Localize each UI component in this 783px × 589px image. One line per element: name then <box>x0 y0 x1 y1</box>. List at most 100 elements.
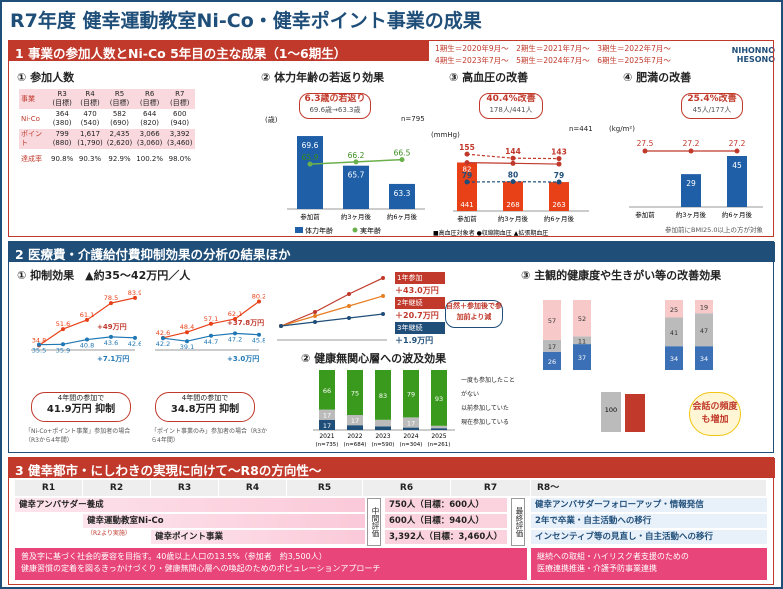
bar-label: 17 <box>351 417 359 425</box>
line-segment <box>348 277 384 295</box>
row-nico: 健幸運動教室Ni-Co <box>83 514 365 528</box>
risk-line: 継続への取組・ハイリスク者支援のための <box>537 552 689 561</box>
r8-ambassador: 健幸アンバサダーフォローアップ・情報発信 <box>531 498 767 512</box>
table-cell: 364 (380) <box>49 109 76 129</box>
table-cell: 582 (690) <box>104 109 135 129</box>
obesity-callout-text: 25.4%改善 <box>687 94 737 104</box>
category-label: 約3ヶ月後 <box>341 212 372 221</box>
legend-label: 体力年齢 <box>305 226 333 235</box>
periods: 1期生＝2020年9月～ 2期生＝2021年7月～ 3期生＝2022年7月～ 4… <box>435 43 671 67</box>
subjective-health-chart: 26 17 57 37 11 52 34 41 25 34 47 19 <box>543 300 713 370</box>
tag1: 1年参加 <box>395 272 445 284</box>
table-cell: 3,066 (3,060) <box>134 129 165 149</box>
bar-label: 268 <box>506 201 519 209</box>
line-segment <box>38 328 64 346</box>
legend-item: 現在参加している <box>461 419 509 426</box>
bar <box>695 300 713 314</box>
line-label: 80 <box>508 171 518 180</box>
legend-swatch <box>295 227 303 233</box>
table-cell: 100.2% <box>134 149 165 169</box>
year-r1: R1 <box>15 480 83 496</box>
category-label: 2022 <box>347 433 362 440</box>
bar <box>431 425 447 429</box>
bar-label: 66 <box>323 387 331 395</box>
bar-label: 93 <box>435 395 443 403</box>
bar <box>375 419 391 427</box>
sub-suppression: ① 抑制効果 ▲約35～42万円／人 <box>17 269 191 282</box>
bar <box>431 428 447 430</box>
legend-label: ■高血圧対象者 ●収縮期血圧 ▲拡張期血圧 <box>433 229 548 237</box>
bar <box>431 370 447 426</box>
line-segment <box>162 331 188 339</box>
line-label: 79 <box>554 171 564 180</box>
line-segment <box>210 332 236 337</box>
ripple-legend: 一度も参加したことがない 以前参加していた 現在参加している <box>461 374 517 430</box>
bar-label: 34 <box>700 355 708 363</box>
tag2: 2年継続 <box>395 297 445 309</box>
line-point <box>133 335 137 340</box>
line-segment <box>314 317 350 323</box>
ann-b2: +3.0万円 <box>227 355 260 363</box>
population-line: 普及字に基づく社会的要容を目指す。40歳以上人口の13.5%（参加者 約3,50… <box>21 552 327 561</box>
line-label: 35.9 <box>56 346 70 354</box>
value-points: 3,392人（目標：3,460人） <box>385 530 507 544</box>
year-r8: R8～ <box>531 480 767 496</box>
conversation-chart: 100 <box>601 392 645 432</box>
table-cell: 92.9% <box>104 149 135 169</box>
ann-b1: +37.8万円 <box>227 319 265 327</box>
bar <box>319 409 335 420</box>
row-points: 健幸ポイント事業 <box>151 530 365 544</box>
sub-hypertension: ③ 高血圧の改善 <box>449 71 529 84</box>
result1-value: 41.9万円 抑制 <box>46 404 116 415</box>
line-segment <box>314 293 350 313</box>
bar <box>375 370 391 420</box>
section-participation: 1 事業の参加人数とNi-Co 5年目の主な成果（1～6期生） 1期生＝2020… <box>8 40 774 237</box>
year-r7: R7 <box>451 480 531 496</box>
line-segment <box>186 323 212 333</box>
bar <box>503 181 523 211</box>
bar <box>543 351 561 370</box>
line-segment <box>62 338 88 345</box>
table-cell: R7 (目標) <box>164 89 195 109</box>
bar-label: 82 <box>463 165 472 173</box>
category-label: 2021 <box>319 433 334 440</box>
bp-callout-sub: 178人/441人 <box>489 106 533 114</box>
line-segment <box>86 302 112 321</box>
line-label: 39.1 <box>180 343 194 351</box>
legend-item: 一度も参加したことがない <box>461 377 516 398</box>
bar <box>403 370 419 418</box>
bp-n: n=441 <box>569 125 593 133</box>
table-cell: Ni-Co <box>19 109 49 129</box>
line-label: 66.5 <box>394 149 411 158</box>
ann-a1: +49万円 <box>97 323 127 331</box>
line-segment <box>162 337 188 342</box>
bar-label: 41 <box>670 329 678 337</box>
fitness-callout: 6.3歳の若返り 69.6歳→63.3歳 <box>299 93 371 119</box>
bar-label: 17 <box>323 422 331 430</box>
line-label: 43.6 <box>104 339 118 347</box>
line-label: 40.8 <box>80 342 94 350</box>
ripple-chart: 17 17 66 2021 (n=735) 17 75 2022 (n=684) 83 2023 (n… <box>313 370 455 448</box>
line-label: 47.2 <box>228 335 242 343</box>
population-approach: 普及字に基づく社会的要容を目指す。40歳以上人口の13.5%（参加者 約3,50… <box>15 548 527 580</box>
line-label: 57.1 <box>204 315 218 323</box>
line-segment <box>355 158 403 163</box>
result2-label: 4年間の参加で <box>181 394 229 402</box>
line-segment <box>234 332 260 336</box>
tag1-value: ＋43.0万円 <box>395 286 439 295</box>
line-segment <box>62 319 88 330</box>
table-cell: R4 (目標) <box>75 89 105 109</box>
r8-points: インセンティブ等の見直し・自主活動への移行 <box>531 530 767 544</box>
line-point <box>307 161 313 167</box>
row-nico-sub: （R2より実施） <box>87 530 131 537</box>
category-label: 参加前 <box>300 212 320 221</box>
value-nico: 600人（目標：940人） <box>385 514 507 528</box>
category-n: (n=590) <box>372 442 395 448</box>
category-label: 2025 <box>431 433 446 440</box>
legend-swatch <box>352 227 358 233</box>
category-label: 参加前 <box>635 210 655 219</box>
bar <box>297 136 323 209</box>
bar <box>375 426 391 430</box>
table-cell: ポイント <box>19 129 49 149</box>
bar-label: 29 <box>686 179 696 188</box>
